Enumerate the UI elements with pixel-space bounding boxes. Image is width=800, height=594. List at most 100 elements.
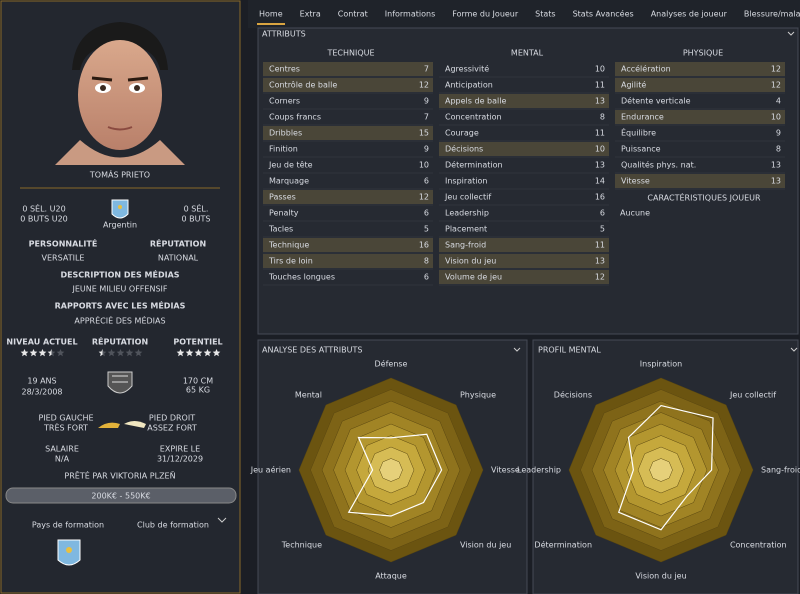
- radar-axis-label: Jeu collectif: [729, 391, 776, 400]
- attribute-name: Qualités phys. nat.: [621, 160, 696, 170]
- attribute-name: Jeu de tête: [268, 160, 313, 170]
- flag: [57, 539, 81, 566]
- attribute-name: Contrôle de balle: [269, 80, 337, 90]
- tab[interactable]: Blessure/maladie: [744, 10, 800, 19]
- star-filled: [38, 349, 47, 357]
- tab[interactable]: Analyses de joueur: [651, 10, 728, 19]
- attribute-name: Détermination: [445, 160, 503, 170]
- group-title: TECHNIQUE: [326, 49, 374, 58]
- label: APPRÉCIÉ DES MÉDIAS: [74, 315, 165, 326]
- star-empty: [134, 349, 143, 357]
- label: DESCRIPTION DES MÉDIAS: [60, 269, 179, 280]
- star-empty: [116, 349, 125, 357]
- label[interactable]: Club de formation: [137, 521, 209, 530]
- attribute-name: Vitesse: [621, 177, 650, 186]
- key-attribute-highlight: [439, 254, 609, 268]
- collapse-icon[interactable]: [513, 347, 521, 352]
- attribute-value: 13: [595, 97, 605, 106]
- club-badge: [107, 371, 133, 394]
- dropdown-icon[interactable]: [217, 517, 227, 523]
- attribute-value: 13: [595, 257, 605, 266]
- collapse-icon[interactable]: [787, 31, 795, 36]
- star-filled: [176, 349, 185, 357]
- group-title: PHYSIQUE: [683, 49, 723, 58]
- radar-axis-label: Concentration: [730, 540, 787, 549]
- star-filled: [98, 349, 103, 357]
- label: 65 KG: [186, 386, 210, 395]
- key-attribute-highlight: [615, 110, 785, 124]
- attribute-value: 8: [776, 145, 781, 154]
- attribute-name: Technique: [268, 241, 309, 250]
- radar-shape: [347, 433, 443, 517]
- label: PERSONNALITÉ: [29, 238, 98, 249]
- attribute-name: Accélération: [621, 64, 671, 74]
- attribute-name: Leadership: [445, 209, 489, 218]
- attribute-name: Appels de balle: [445, 97, 506, 106]
- key-attribute-highlight: [439, 238, 609, 252]
- panel-title: ANALYSE DES ATTRIBUTS: [262, 346, 362, 355]
- tab[interactable]: Home: [259, 10, 283, 19]
- key-attribute-highlight: [263, 238, 433, 252]
- attribute-name: Agilité: [621, 80, 646, 90]
- star-filled: [47, 349, 52, 357]
- key-attribute-highlight: [263, 126, 433, 140]
- label: RAPPORTS AVEC LES MÉDIAS: [55, 300, 186, 311]
- radar-axis-label: Technique: [281, 540, 322, 549]
- tab-bar: [248, 0, 800, 28]
- attribute-value: 14: [595, 177, 605, 186]
- group-title: MENTAL: [511, 49, 544, 58]
- tab[interactable]: Stats Avancées: [573, 9, 634, 19]
- key-attribute-highlight: [615, 78, 785, 92]
- tab[interactable]: Extra: [300, 10, 321, 19]
- label: Aucune: [620, 209, 650, 218]
- radar-axis-label: Vitesse: [491, 466, 520, 475]
- attribute-name: Passes: [269, 193, 296, 202]
- label: 19 ANS: [27, 377, 56, 386]
- label: 0 SÉL.: [184, 203, 209, 214]
- key-attribute-highlight: [439, 142, 609, 156]
- attribute-value: 6: [424, 177, 429, 186]
- attribute-name: Placement: [445, 225, 487, 234]
- label: 28/3/2008: [21, 388, 62, 397]
- attribute-value: 13: [771, 177, 781, 186]
- star-filled: [29, 349, 38, 357]
- label: N/A: [55, 455, 70, 464]
- star-filled: [20, 349, 29, 357]
- attribute-name: Sang-froid: [445, 241, 486, 250]
- label: RÉPUTATION: [92, 336, 148, 347]
- label: Argentin: [103, 221, 137, 230]
- label: PIED GAUCHE: [38, 414, 93, 423]
- label: Pays de formation: [32, 521, 104, 530]
- label: JEUNE MILIEU OFFENSIF: [72, 285, 168, 294]
- label: 0 BUTS: [182, 215, 211, 224]
- attribute-value: 12: [419, 193, 429, 202]
- radar-axis-label: Décisions: [554, 390, 592, 400]
- attribute-name: Agressivité: [445, 64, 489, 74]
- collapse-icon[interactable]: [790, 347, 798, 352]
- label: 170 CM: [183, 377, 213, 386]
- radar-axis-label: Attaque: [375, 572, 407, 581]
- attribute-value: 8: [424, 257, 429, 266]
- tab[interactable]: Stats: [535, 10, 555, 19]
- attribute-value: 9: [776, 129, 781, 138]
- radar-axis-label: Détermination: [534, 539, 592, 549]
- star-rating: [176, 349, 221, 357]
- panel-title: ATTRIBUTS: [262, 30, 306, 39]
- attribute-value: 10: [595, 145, 605, 154]
- tab[interactable]: Informations: [385, 10, 435, 19]
- tab[interactable]: Contrat: [338, 10, 368, 19]
- attribute-value: 7: [424, 113, 429, 122]
- attribute-value: 16: [595, 193, 605, 202]
- panel-title: PROFIL MENTAL: [538, 346, 601, 355]
- attribute-value: 5: [424, 225, 429, 234]
- attribute-value: 13: [771, 161, 781, 170]
- star-empty: [56, 349, 65, 357]
- tab[interactable]: Forme du Joueur: [452, 10, 519, 19]
- label: EXPIRE LE: [160, 445, 200, 454]
- radar-axis-label: Jeu aérien: [250, 465, 291, 475]
- attribute-name: Corners: [269, 97, 300, 106]
- attribute-value: 13: [595, 161, 605, 170]
- attribute-value: 16: [419, 241, 429, 250]
- star-filled: [194, 349, 203, 357]
